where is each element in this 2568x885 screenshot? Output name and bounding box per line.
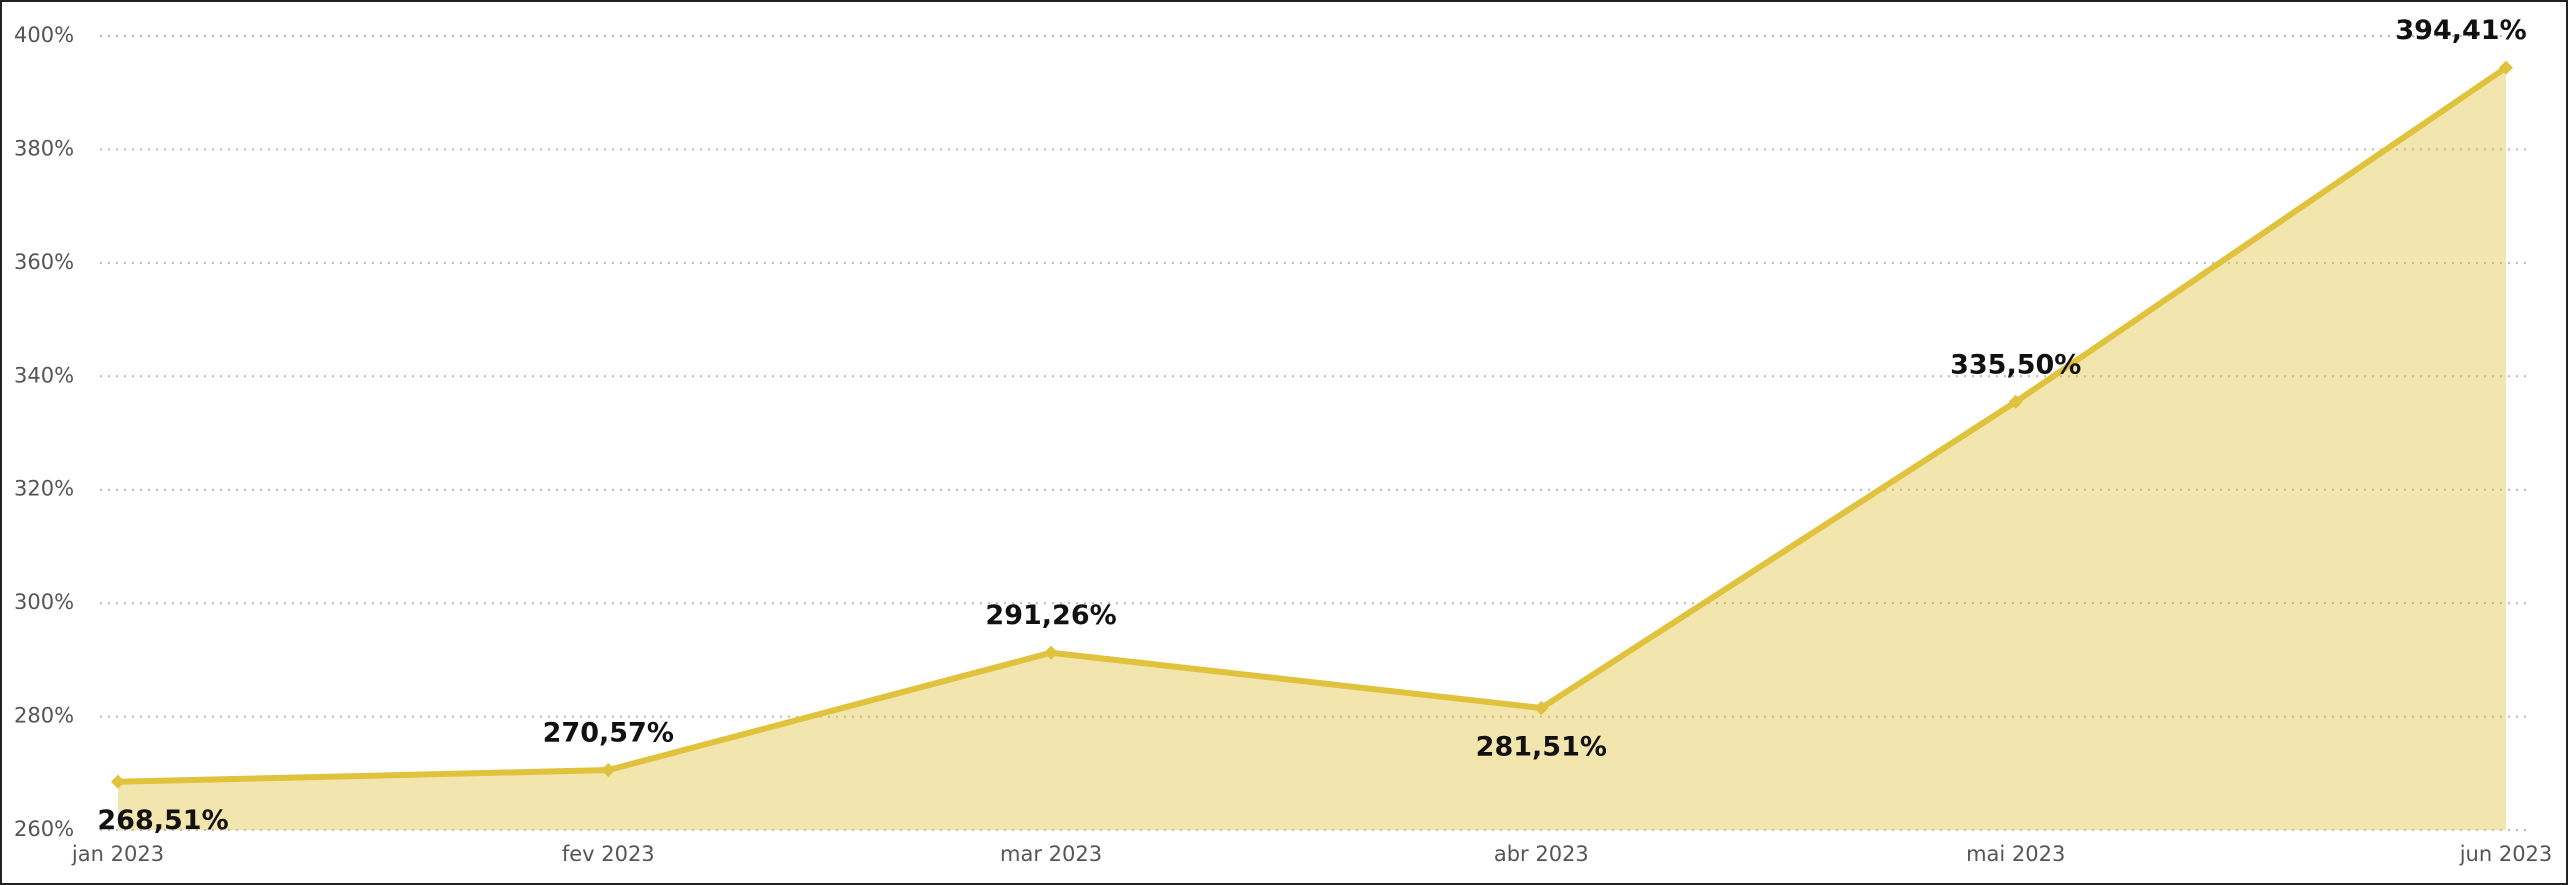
x-tick-label: jan 2023 (71, 842, 164, 866)
area (118, 67, 2506, 830)
data-label: 281,51% (1476, 732, 1607, 763)
x-tick-label: mai 2023 (1966, 842, 2065, 866)
x-tick-label: fev 2023 (562, 842, 655, 866)
marker (601, 762, 616, 778)
marker (1534, 700, 1549, 716)
y-tick-label: 360% (14, 250, 74, 274)
data-label: 335,50% (1950, 349, 2081, 380)
y-tick-label: 300% (14, 590, 74, 614)
data-label: 270,57% (543, 718, 674, 749)
x-tick-label: jun 2023 (2459, 842, 2553, 866)
y-tick-label: 380% (14, 136, 74, 160)
marker (110, 774, 126, 789)
x-tick-label: mar 2023 (1000, 842, 1102, 866)
y-tick-label: 280% (14, 704, 74, 728)
x-tick-label: abr 2023 (1494, 842, 1589, 866)
data-label: 268,51% (97, 805, 228, 836)
y-tick-label: 260% (14, 817, 74, 841)
data-label: 394,41% (2395, 15, 2526, 46)
y-tick-label: 400% (14, 23, 74, 47)
marker (2008, 394, 2023, 409)
y-tick-label: 340% (14, 363, 74, 387)
data-label: 291,26% (985, 600, 1116, 631)
line (117, 65, 2508, 785)
marker (1043, 645, 1059, 660)
y-tick-label: 320% (14, 477, 74, 501)
